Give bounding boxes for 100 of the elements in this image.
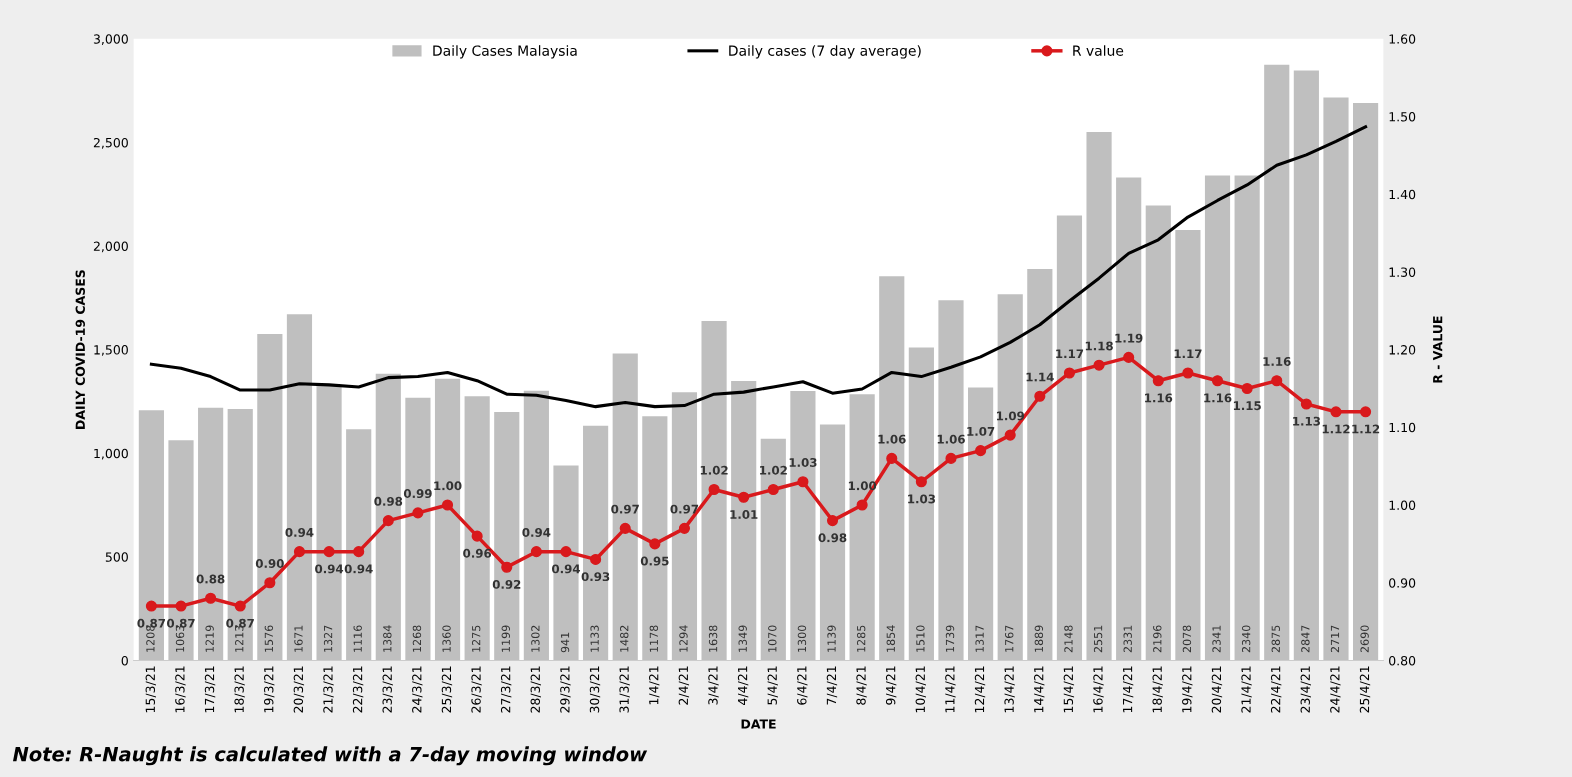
x-tick-label: 16/4/21 <box>1093 666 1104 713</box>
point <box>530 546 542 558</box>
point <box>323 546 335 558</box>
data-label: 1638 <box>708 625 718 652</box>
data-label: 2847 <box>1301 625 1310 653</box>
x-tick-label: 31/3/21 <box>619 666 630 713</box>
data-label: 0.94 <box>315 564 344 574</box>
point <box>264 577 276 589</box>
data-label: 1300 <box>797 625 807 652</box>
x-tick-label: 30/3/21 <box>589 666 601 713</box>
x-tick-label: 29/3/21 <box>560 666 571 713</box>
x-tick-label: 10/4/21 <box>915 666 926 713</box>
data-label: 2196 <box>1153 625 1162 653</box>
y2-tick-label: 1.00 <box>1389 500 1416 510</box>
data-label: 1.01 <box>730 509 758 519</box>
x-tick-label: 23/3/21 <box>382 666 393 713</box>
data-label: 1133 <box>590 625 599 652</box>
point <box>1093 359 1105 371</box>
data-label: 2551 <box>1093 625 1103 653</box>
point <box>353 546 365 558</box>
bar <box>494 412 520 661</box>
x-tick-label: 7/4/21 <box>826 666 838 705</box>
point <box>767 483 779 496</box>
bar <box>849 394 875 661</box>
point <box>1004 429 1016 441</box>
point <box>945 452 957 464</box>
y-axis-title: DAILY COVID-19 CASES <box>75 270 85 429</box>
point <box>293 546 306 558</box>
point <box>1182 367 1194 379</box>
data-label: 0.96 <box>463 548 492 558</box>
point <box>441 499 454 511</box>
data-label: 0.99 <box>403 489 432 499</box>
data-label: 1275 <box>471 625 481 652</box>
data-label: 1767 <box>1005 625 1014 652</box>
data-label: 1.09 <box>996 411 1025 421</box>
x-tick-label: 11/4/21 <box>945 666 956 713</box>
point <box>471 530 483 542</box>
y2-tick-label: 1.50 <box>1389 112 1416 122</box>
data-label: 1482 <box>620 625 629 652</box>
point <box>738 491 750 503</box>
point <box>382 515 394 527</box>
bar <box>1027 269 1053 661</box>
data-label: 1384 <box>383 625 392 652</box>
data-label: 0.97 <box>670 504 699 514</box>
x-tick-label: 12/4/21 <box>974 666 986 713</box>
bar <box>434 378 461 661</box>
data-label: 0.94 <box>285 527 314 537</box>
bar <box>938 300 964 661</box>
bar <box>583 425 609 661</box>
x-tick-label: 20/3/21 <box>293 666 305 713</box>
point <box>1152 375 1164 387</box>
bar <box>642 416 668 661</box>
data-label: 1.02 <box>760 465 787 475</box>
data-label: 1285 <box>856 625 866 652</box>
bar <box>1086 131 1112 661</box>
bar <box>227 409 253 661</box>
data-label: 0.92 <box>492 579 521 589</box>
data-label: 1327 <box>323 625 333 652</box>
y2-tick-label: 1.10 <box>1389 422 1416 433</box>
x-tick-label: 2/4/21 <box>678 666 690 705</box>
data-label: 1.17 <box>1174 349 1202 358</box>
y2-tick-label: 0.80 <box>1389 655 1416 666</box>
bar <box>701 321 727 661</box>
data-label: 2875 <box>1271 625 1280 653</box>
x-tick-label: 13/4/21 <box>1004 666 1015 713</box>
bar <box>790 391 816 661</box>
x-tick-label: 15/4/21 <box>1063 666 1075 713</box>
data-label: 1739 <box>945 625 955 652</box>
data-label: 0.97 <box>611 504 639 514</box>
x-tick-label: 14/4/21 <box>1034 666 1045 713</box>
point <box>560 546 572 558</box>
x-tick-label: 25/3/21 <box>441 666 453 713</box>
point <box>412 507 424 519</box>
y2-tick-label: 0.90 <box>1389 578 1416 588</box>
y2-tick-label: 1.60 <box>1389 34 1416 44</box>
data-label: 2717 <box>1330 625 1340 653</box>
y2-tick-label: 1.40 <box>1389 189 1416 200</box>
data-label: 1576 <box>264 625 274 652</box>
y-tick-label: 500 <box>105 552 128 562</box>
x-tick-label: 4/4/21 <box>737 666 749 705</box>
bar <box>1204 175 1231 661</box>
point <box>205 592 217 604</box>
y2-tick-label: 1.20 <box>1389 345 1416 355</box>
data-label: 1.16 <box>1145 393 1173 403</box>
data-label: 1.12 <box>1352 424 1380 434</box>
x-tick-label: 23/4/21 <box>1300 666 1311 713</box>
x-axis-title: DATE <box>741 719 776 729</box>
data-label: 1302 <box>531 625 540 652</box>
bar <box>1234 175 1260 661</box>
bar <box>553 465 579 661</box>
data-label: 0.98 <box>374 496 403 506</box>
bar <box>1353 103 1379 661</box>
bar <box>1145 205 1171 661</box>
data-label: 0.88 <box>196 574 225 584</box>
data-label: 1.00 <box>434 481 462 491</box>
data-label: 1199 <box>501 625 510 652</box>
bar <box>879 276 905 661</box>
x-tick-label: 24/3/21 <box>412 666 423 713</box>
bar <box>1056 215 1083 661</box>
bar <box>523 390 549 661</box>
